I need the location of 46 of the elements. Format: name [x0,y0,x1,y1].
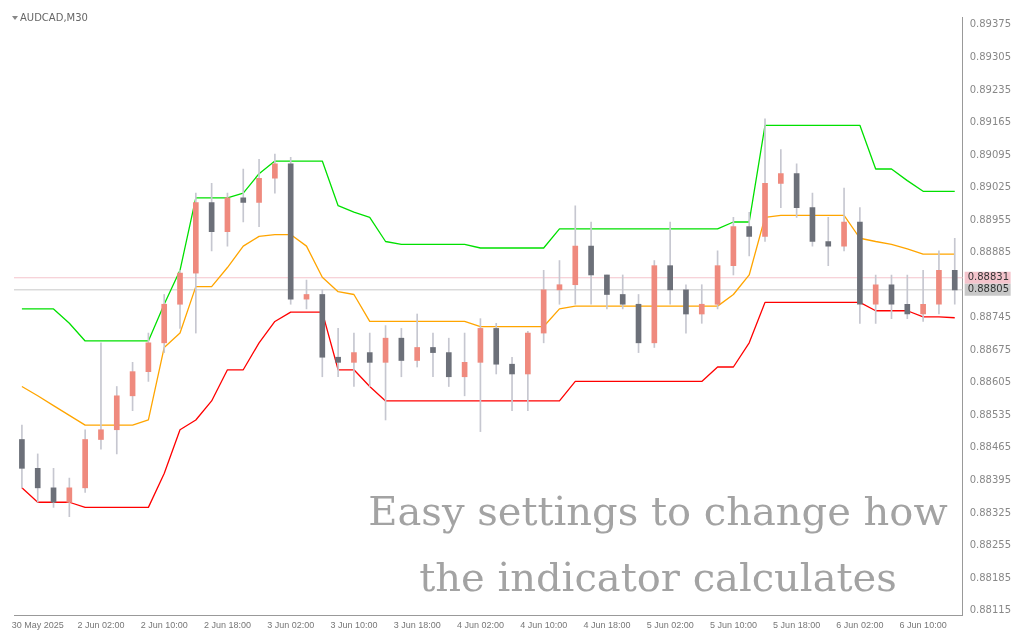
chart-title: AUDCAD,M30 [20,12,88,23]
y-tick-label: 0.88395 [969,474,1012,485]
annotation: Easy settings to change how the indicator calculates [367,487,949,602]
candlestick [366,332,373,387]
y-tick-label: 0.89095 [969,148,1012,160]
ref-line-label: 0.88805 [967,283,1010,295]
x-tick-label: 2 Jun 10:00 [140,620,188,631]
y-tick-label: 0.88535 [969,408,1012,420]
y-tick-label: 0.89025 [969,181,1012,193]
x-tick-label: 6 Jun 02:00 [836,620,884,631]
candlestick [430,332,436,378]
x-tick-label: 4 Jun 10:00 [520,620,568,631]
candlestick [351,332,357,387]
x-tick-label: 4 Jun 18:00 [583,620,631,631]
y-tick-label: 0.88745 [969,311,1012,323]
y-tick-label: 0.88465 [969,441,1012,453]
y-tick-label: 0.89165 [969,116,1012,128]
candlestick [335,328,341,378]
y-tick-label: 0.89375 [969,18,1012,30]
y-tick-label: 0.88325 [969,506,1012,518]
y-tick-label: 0.88185 [969,571,1012,583]
candlestick [777,149,784,208]
y-tick-label: 0.88605 [969,376,1012,388]
x-tick-label: 5 Jun 10:00 [709,620,757,631]
y-tick-label: 0.89305 [969,51,1012,63]
y-tick-label: 0.88255 [969,539,1012,551]
y-tick-label: 0.88955 [969,213,1012,225]
y-tick-label: 0.89235 [969,83,1012,95]
x-tick-label: 5 Jun 02:00 [646,620,694,631]
x-tick-label: 2 Jun 02:00 [77,620,125,631]
candlestick [98,342,104,450]
y-tick-label: 0.88675 [969,343,1012,355]
x-tick-label: 3 Jun 10:00 [330,620,378,631]
x-tick-label: 6 Jun 10:00 [899,620,947,631]
candlestick [509,356,515,412]
x-tick-label: 4 Jun 02:00 [456,620,504,631]
x-tick-label: 2 Jun 18:00 [203,620,251,631]
ref-line-label: 0.88831 [967,271,1010,283]
y-tick-label: 0.88885 [969,246,1012,258]
y-tick-label: 0.88115 [969,604,1012,616]
x-tick-label: 3 Jun 02:00 [267,620,315,631]
x-tick-label: 3 Jun 18:00 [393,620,441,631]
x-tick-label: 5 Jun 18:00 [773,620,821,631]
candlestick [825,217,832,266]
candlestick [240,168,247,223]
x-tick-label: 30 May 2025 [11,620,64,631]
